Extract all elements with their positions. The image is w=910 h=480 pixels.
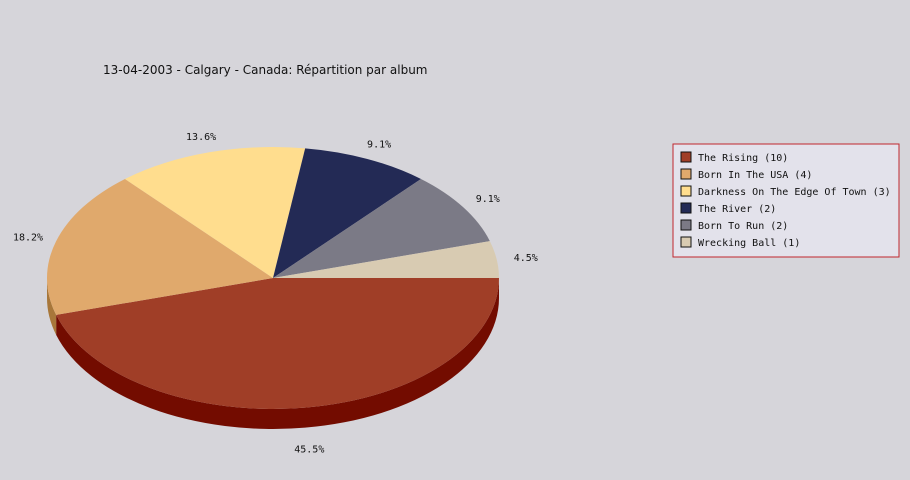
pie-label-darkness-on-the-edge-of-town: 13.6%	[186, 132, 216, 143]
legend-swatch-born-in-the-usa	[680, 168, 692, 180]
legend-label-the-rising: The Rising (10)	[698, 153, 788, 164]
legend-items: The Rising (10) Born In The USA (4) Darkne…	[680, 151, 891, 249]
legend: The Rising (10) Born In The USA (4) Darkne…	[672, 143, 900, 258]
chart-title: 13-04-2003 - Calgary - Canada: Répartiti…	[103, 63, 428, 77]
pie-slice-wrecking-ball	[273, 241, 499, 278]
legend-swatch-the-river	[680, 202, 692, 214]
legend-box	[672, 143, 900, 258]
pie-slice-born-in-the-usa	[46, 178, 274, 315]
legend-swatch-wrecking-ball	[680, 236, 692, 248]
pie-label-born-to-run: 9.1%	[476, 194, 500, 205]
pie-label-born-in-the-usa: 18.2%	[13, 232, 43, 243]
legend-label-darkness-on-the-edge-of-town: Darkness On The Edge Of Town (3)	[698, 187, 891, 198]
pie-side-born-in-the-usa	[47, 278, 57, 335]
legend-swatch-the-rising	[680, 151, 692, 163]
pie-slice-born-to-run	[273, 178, 490, 278]
pie-slice-darkness-on-the-edge-of-town	[125, 147, 306, 278]
legend-label-the-river: The River (2)	[698, 204, 776, 215]
pie-label-wrecking-ball: 4.5%	[514, 253, 538, 264]
pie-side-the-rising	[56, 278, 499, 429]
pie-label-the-rising: 45.5%	[294, 445, 324, 456]
pie-labels: 45.5% 18.2% 13.6% 9.1% 9.1% 4.5%	[13, 132, 538, 456]
pie-slice-the-river	[273, 148, 421, 278]
legend-swatch-darkness-on-the-edge-of-town	[680, 185, 692, 197]
pie-slice-the-rising	[56, 278, 499, 409]
pie-slices	[46, 147, 499, 409]
pie-label-the-river: 9.1%	[367, 139, 391, 150]
pie-sides	[47, 278, 499, 429]
legend-label-born-in-the-usa: Born In The USA (4)	[698, 170, 812, 181]
legend-label-born-to-run: Born To Run (2)	[698, 221, 788, 232]
legend-swatch-born-to-run	[680, 219, 692, 231]
legend-label-wrecking-ball: Wrecking Ball (1)	[698, 238, 800, 249]
